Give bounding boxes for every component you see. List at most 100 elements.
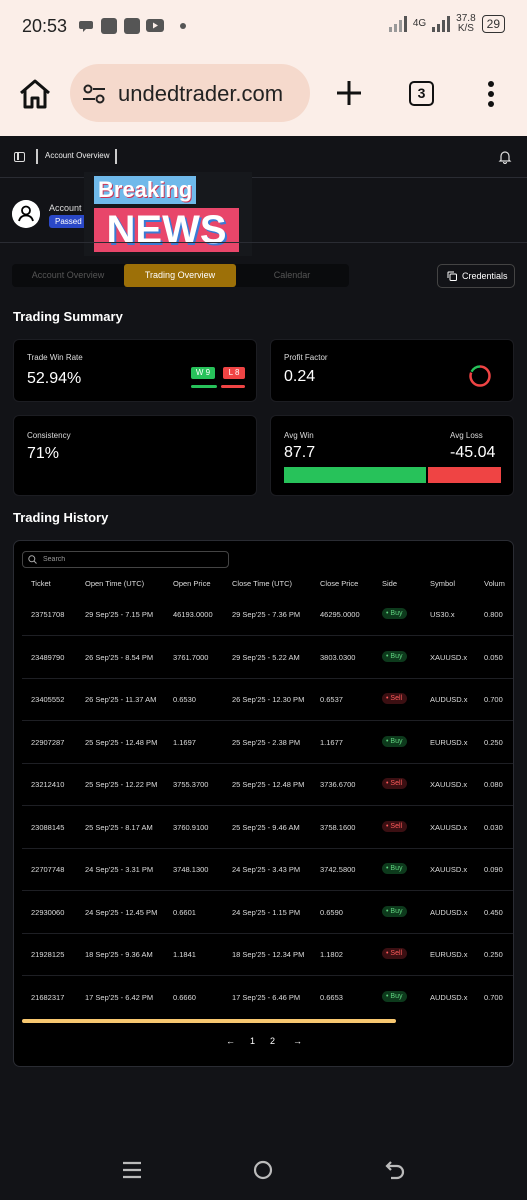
side-badge-buy: • Buy [382, 650, 408, 662]
tab-calendar[interactable]: Calendar [273, 270, 311, 280]
cell-ticket: 23489790 [31, 652, 65, 662]
overview-tabs: Account Overview Trading Overview Calend… [12, 264, 349, 287]
consistency-label: Consistency [27, 431, 71, 440]
cell-close-time: 25 Sep'25 - 12.48 PM [232, 780, 305, 789]
column-header-ticket[interactable]: Ticket [31, 579, 51, 588]
copy-icon [447, 271, 457, 281]
cell-close-time: 17 Sep'25 - 6.46 PM [232, 992, 301, 1002]
prev-page-button[interactable]: ← [226, 1036, 235, 1046]
side-dot: • [386, 992, 391, 1000]
status-bar: 20:53 4G 37.8 K/S 29 [0, 0, 527, 52]
side-dot: • [386, 907, 391, 915]
side-label: Buy [390, 865, 403, 872]
news-text: NEWS [94, 208, 239, 252]
row-divider [22, 677, 513, 679]
cell-close-time: 25 Sep'25 - 9.46 AM [232, 822, 300, 832]
column-header-close-price[interactable]: Close Price [320, 579, 359, 588]
page-2-button[interactable]: 2 [270, 1036, 276, 1046]
cell-open-time: 29 Sep'25 - 7.15 PM [85, 610, 154, 619]
page-1-button[interactable]: 1 [250, 1036, 256, 1046]
column-header-open-price[interactable]: Open Price [173, 579, 211, 588]
profit-factor-ring [469, 365, 491, 387]
side-label: Sell [390, 780, 403, 787]
cell-close-time: 29 Sep'25 - 7.36 PM [232, 610, 301, 619]
cell-close-time: 24 Sep'25 - 3.43 PM [232, 865, 301, 874]
chat-bubble-icon [79, 21, 93, 32]
cell-close-time: 18 Sep'25 - 12.34 PM [232, 950, 305, 959]
browser-toolbar: undedtrader.com 3 [0, 52, 527, 136]
side-badge-buy: • Buy [382, 608, 408, 619]
breadcrumb-title: Account Overview [45, 151, 110, 160]
cell-close-price: 0.6590 [320, 907, 343, 917]
consistency-value: 71% [27, 445, 60, 462]
search-box [22, 551, 229, 568]
app-notification-icon [124, 18, 140, 34]
new-tab-icon[interactable] [336, 80, 362, 106]
cell-symbol: XAUUSD.x [430, 865, 468, 874]
cell-volume: 0.700 [484, 992, 503, 1002]
profit-factor-value: 0.24 [284, 368, 316, 385]
more-vert-icon[interactable] [487, 81, 495, 107]
cell-ticket: 21682317 [31, 992, 65, 1002]
side-label: Buy [390, 610, 403, 617]
wins-badge: W 9 [191, 367, 215, 379]
row-divider [22, 762, 513, 764]
tab-switcher-button[interactable]: 3 [409, 81, 434, 106]
side-badge-buy: • Buy [382, 735, 408, 747]
avg-loss-bar [428, 467, 501, 483]
cell-close-time: 25 Sep'25 - 2.38 PM [232, 737, 301, 747]
bell-icon[interactable] [498, 150, 512, 164]
address-bar[interactable]: undedtrader.com [70, 64, 310, 122]
cell-symbol: EURUSD.x [430, 950, 468, 959]
row-divider [22, 805, 513, 807]
horizontal-scrollbar[interactable] [22, 1019, 396, 1023]
cell-close-time: 26 Sep'25 - 12.30 PM [232, 695, 305, 704]
cell-ticket: 22707748 [31, 865, 65, 874]
cell-open-price: 1.1697 [173, 737, 196, 747]
cell-open-time: 24 Sep'25 - 3.31 PM [85, 865, 154, 874]
sidebar-toggle-icon[interactable] [14, 152, 25, 162]
column-header-open-time[interactable]: Open Time (UTC) [85, 579, 145, 588]
breaking-news-sticker: Breaking NEWS [84, 172, 252, 256]
back-icon[interactable] [385, 1160, 405, 1180]
side-badge-sell: • Sell [382, 693, 408, 704]
side-dot: • [386, 610, 391, 617]
cell-close-time: 29 Sep'25 - 5.22 AM [232, 652, 300, 662]
tab-account-overview[interactable]: Account Overview [31, 270, 105, 280]
column-header-volume[interactable]: Volum [484, 579, 505, 588]
user-avatar-icon [12, 200, 40, 228]
column-header-symbol[interactable]: Symbol [430, 579, 456, 588]
home-icon[interactable] [18, 78, 52, 110]
side-badge-sell: • Sell [382, 820, 408, 832]
avg-win-bar [284, 467, 426, 483]
cell-open-price: 3761.7000 [173, 652, 209, 662]
system-navigation-bar [0, 1138, 527, 1200]
column-header-close-time[interactable]: Close Time (UTC) [232, 579, 293, 588]
url-text[interactable]: undedtrader.com [118, 81, 284, 106]
cell-symbol: AUDUSD.x [430, 907, 468, 917]
cell-close-price: 1.1802 [320, 950, 343, 959]
cell-volume: 0.800 [484, 610, 503, 619]
cell-open-time: 24 Sep'25 - 12.45 PM [85, 907, 158, 917]
losses-bar [221, 385, 245, 388]
credentials-button[interactable]: Credentials [437, 264, 515, 288]
cell-ticket: 23088145 [31, 822, 65, 832]
recent-apps-icon[interactable] [122, 1161, 142, 1179]
tab-trading-overview[interactable]: Trading Overview [124, 264, 236, 287]
site-settings-icon[interactable] [82, 83, 106, 105]
avg-win-value: 87.7 [284, 444, 316, 461]
avg-win-loss-card: Avg Win 87.7 Avg Loss -45.04 [270, 415, 514, 496]
avg-loss-label: Avg Loss [450, 431, 483, 440]
cell-symbol: XAUUSD.x [430, 780, 468, 789]
cell-open-time: 17 Sep'25 - 6.42 PM [85, 992, 154, 1002]
side-dot: • [386, 950, 391, 957]
row-divider [22, 890, 513, 892]
side-label: Buy [390, 992, 403, 1000]
search-input[interactable] [43, 553, 223, 566]
status-badge: Passed [49, 215, 88, 228]
column-header-side[interactable]: Side [382, 579, 398, 588]
cell-open-price: 0.6660 [173, 992, 196, 1002]
next-page-button[interactable]: → [293, 1036, 302, 1046]
signal-icon [432, 16, 451, 32]
home-nav-icon[interactable] [253, 1160, 273, 1180]
